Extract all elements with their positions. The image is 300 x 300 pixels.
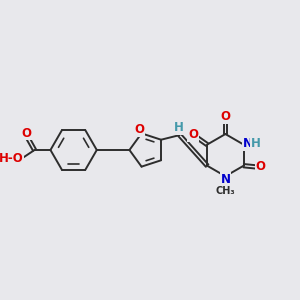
Text: N: N: [220, 173, 230, 186]
Text: O: O: [134, 123, 145, 136]
Text: H: H: [173, 122, 183, 134]
Text: CH₃: CH₃: [216, 186, 235, 196]
Text: H: H: [250, 137, 260, 150]
Text: O: O: [21, 127, 31, 140]
Text: O: O: [188, 128, 198, 141]
Text: O: O: [220, 110, 230, 123]
Text: N: N: [243, 137, 253, 150]
Text: H-O: H-O: [0, 152, 24, 165]
Text: O: O: [256, 160, 266, 173]
